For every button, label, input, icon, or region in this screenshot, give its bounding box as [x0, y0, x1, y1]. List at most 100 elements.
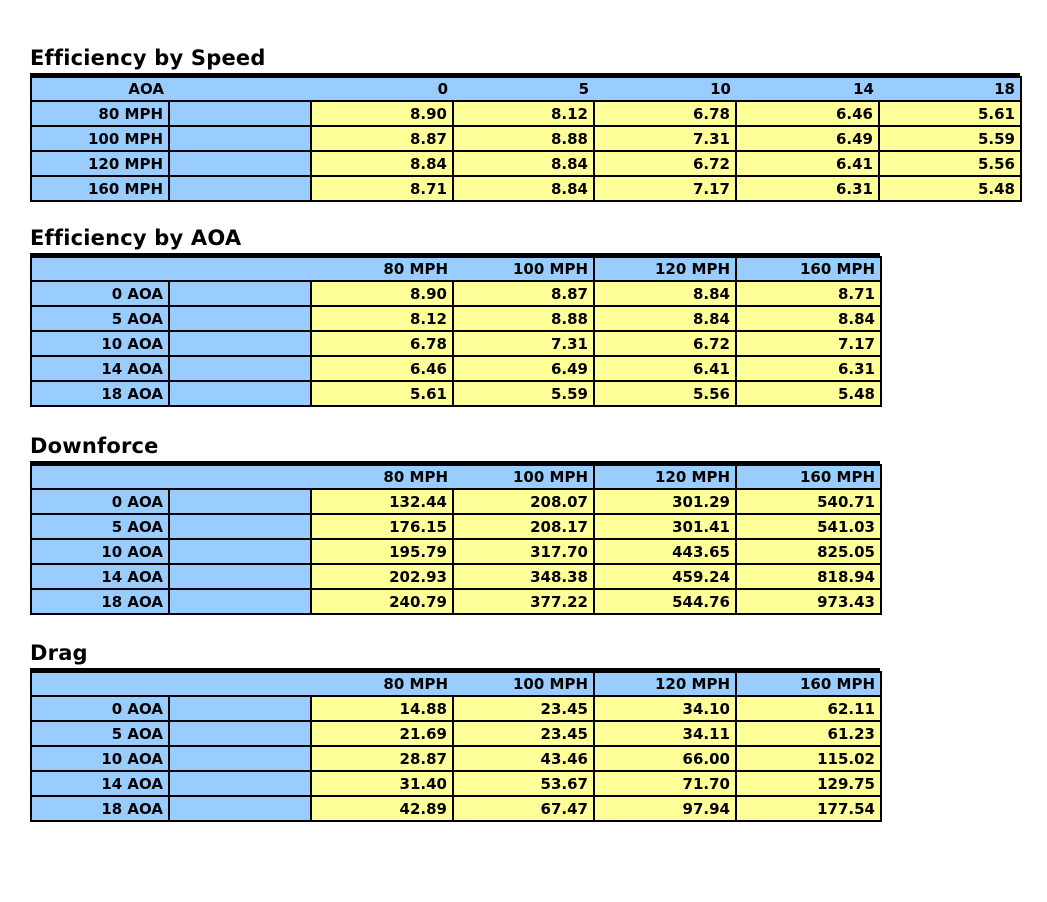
cell-value: 7.31: [593, 125, 737, 152]
cell-value: 377.22: [452, 588, 595, 615]
column-header: 100 MPH: [453, 257, 595, 282]
section-title: Drag: [30, 641, 880, 671]
table-row: 100 MPH 8.87 8.88 7.31 6.49 5.59: [30, 125, 1022, 152]
cell-value: 208.17: [452, 513, 595, 540]
cell-value: 301.29: [593, 488, 737, 515]
header-spacer: [169, 465, 311, 490]
cell-value: 8.84: [452, 175, 595, 202]
row-label: 5 AOA: [30, 513, 170, 540]
table-row: 18 AOA 42.89 67.47 97.94 177.54: [30, 795, 882, 822]
section-efficiency-by-speed: Efficiency by Speed AOA 0 5 10 14 18 80 …: [30, 46, 1022, 202]
cell-value: 6.31: [735, 355, 882, 382]
spacer-cell: [168, 795, 312, 822]
cell-value: 5.61: [878, 100, 1022, 127]
cell-value: 6.41: [593, 355, 737, 382]
table-row: 5 AOA 8.12 8.88 8.84 8.84: [30, 305, 882, 332]
cell-value: 8.84: [452, 150, 595, 177]
cell-value: 5.56: [878, 150, 1022, 177]
cell-value: 14.88: [310, 695, 454, 722]
cell-value: 8.84: [735, 305, 882, 332]
spacer-cell: [168, 538, 312, 565]
table-header-row: AOA 0 5 10 14 18: [31, 77, 1021, 102]
column-header: 5: [453, 77, 594, 102]
row-label: 10 AOA: [30, 330, 170, 357]
cell-value: 5.48: [735, 380, 882, 407]
table-efficiency-by-speed: AOA 0 5 10 14 18 80 MPH 8.90 8.12 6.78 6…: [30, 76, 1022, 202]
table-downforce: 80 MPH 100 MPH 120 MPH 160 MPH 0 AOA 132…: [30, 464, 882, 615]
table-row: 5 AOA 21.69 23.45 34.11 61.23: [30, 720, 882, 747]
cell-value: 176.15: [310, 513, 454, 540]
cell-value: 34.10: [593, 695, 737, 722]
cell-value: 43.46: [452, 745, 595, 772]
spacer-cell: [168, 380, 312, 407]
spacer-cell: [168, 695, 312, 722]
cell-value: 66.00: [593, 745, 737, 772]
row-label: 0 AOA: [30, 488, 170, 515]
cell-value: 115.02: [735, 745, 882, 772]
column-header: 80 MPH: [311, 257, 453, 282]
corner-header: [31, 257, 169, 282]
section-title: Efficiency by AOA: [30, 226, 880, 256]
cell-value: 8.90: [310, 280, 454, 307]
cell-value: 8.12: [310, 305, 454, 332]
cell-value: 8.87: [452, 280, 595, 307]
spacer-cell: [168, 330, 312, 357]
cell-value: 34.11: [593, 720, 737, 747]
column-header: 160 MPH: [736, 672, 881, 697]
cell-value: 132.44: [310, 488, 454, 515]
column-header: 120 MPH: [594, 672, 737, 697]
cell-value: 8.87: [310, 125, 454, 152]
cell-value: 129.75: [735, 770, 882, 797]
table-row: 18 AOA 5.61 5.59 5.56 5.48: [30, 380, 882, 407]
cell-value: 5.56: [593, 380, 737, 407]
cell-value: 8.84: [310, 150, 454, 177]
section-downforce: Downforce 80 MPH 100 MPH 120 MPH 160 MPH…: [30, 434, 882, 615]
table-row: 14 AOA 202.93 348.38 459.24 818.94: [30, 563, 882, 590]
corner-header: AOA: [31, 77, 169, 102]
cell-value: 8.84: [593, 305, 737, 332]
cell-value: 540.71: [735, 488, 882, 515]
cell-value: 317.70: [452, 538, 595, 565]
cell-value: 23.45: [452, 720, 595, 747]
cell-value: 21.69: [310, 720, 454, 747]
table-row: 10 AOA 6.78 7.31 6.72 7.17: [30, 330, 882, 357]
row-label: 10 AOA: [30, 538, 170, 565]
table-efficiency-by-aoa: 80 MPH 100 MPH 120 MPH 160 MPH 0 AOA 8.9…: [30, 256, 882, 407]
spacer-cell: [168, 280, 312, 307]
row-label: 120 MPH: [30, 150, 170, 177]
cell-value: 7.17: [735, 330, 882, 357]
cell-value: 8.12: [452, 100, 595, 127]
cell-value: 71.70: [593, 770, 737, 797]
cell-value: 6.31: [735, 175, 880, 202]
cell-value: 61.23: [735, 720, 882, 747]
spacer-cell: [168, 100, 312, 127]
cell-value: 97.94: [593, 795, 737, 822]
header-spacer: [169, 77, 311, 102]
section-efficiency-by-aoa: Efficiency by AOA 80 MPH 100 MPH 120 MPH…: [30, 226, 882, 407]
row-label: 100 MPH: [30, 125, 170, 152]
cell-value: 5.59: [452, 380, 595, 407]
cell-value: 8.71: [310, 175, 454, 202]
cell-value: 443.65: [593, 538, 737, 565]
row-label: 14 AOA: [30, 770, 170, 797]
cell-value: 6.49: [735, 125, 880, 152]
spacer-cell: [168, 745, 312, 772]
cell-value: 6.72: [593, 330, 737, 357]
cell-value: 348.38: [452, 563, 595, 590]
cell-value: 53.67: [452, 770, 595, 797]
table-row: 5 AOA 176.15 208.17 301.41 541.03: [30, 513, 882, 540]
row-label: 14 AOA: [30, 355, 170, 382]
cell-value: 6.41: [735, 150, 880, 177]
spacer-cell: [168, 125, 312, 152]
cell-value: 23.45: [452, 695, 595, 722]
cell-value: 8.88: [452, 305, 595, 332]
row-label: 80 MPH: [30, 100, 170, 127]
row-label: 14 AOA: [30, 563, 170, 590]
column-header: 120 MPH: [594, 465, 737, 490]
cell-value: 8.90: [310, 100, 454, 127]
row-label: 18 AOA: [30, 588, 170, 615]
spacer-cell: [168, 175, 312, 202]
table-drag: 80 MPH 100 MPH 120 MPH 160 MPH 0 AOA 14.…: [30, 671, 882, 822]
table-row: 120 MPH 8.84 8.84 6.72 6.41 5.56: [30, 150, 1022, 177]
